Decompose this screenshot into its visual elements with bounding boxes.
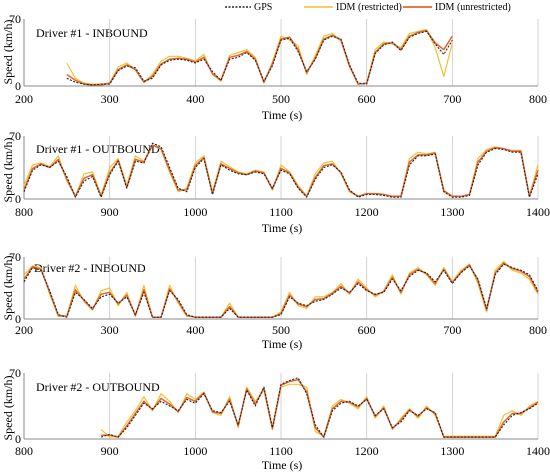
legend-label-idm-unrestricted: IDM (unrestricted) [435,2,511,13]
x-tick-label: 1400 [526,205,550,219]
x-tick-label: 800 [529,323,547,337]
panel-driver2-inbound: Driver #2 - INBOUND Time (s) Speed (km/h… [1,250,547,351]
x-tick-label: 1200 [355,444,379,458]
y-axis-label: Speed (km/h) [1,256,15,321]
x-tick-label: 500 [272,92,290,106]
y-tick-label: 0 [15,192,21,206]
y-tick-label: 0 [15,432,21,446]
y-axis-label: Speed (km/h) [1,138,15,203]
panel-title: Driver #2 - OUTBOUND [36,380,160,394]
y-axis-label: Speed (km/h) [1,20,15,85]
y-tick-label: 70 [9,366,21,380]
series-line-idm-unrestricted [23,144,539,198]
y-tick-label: 0 [15,312,21,326]
series-line-idm-unrestricted [101,378,539,438]
x-tick-label: 1100 [269,205,293,219]
x-tick-label: 800 [529,92,547,106]
panel-driver2-outbound: Driver #2 - OUTBOUND Time (s) Speed (km/… [1,366,550,472]
x-tick-label: 200 [15,92,33,106]
x-tick-label: 300 [101,92,119,106]
x-tick-label: 600 [358,323,376,337]
legend-label-gps: GPS [254,2,272,13]
x-tick-label: 900 [101,444,119,458]
y-tick-label: 70 [9,12,21,26]
panel-title: Driver #1 - OUTBOUND [36,142,160,156]
x-axis-label: Time (s) [262,108,303,122]
x-tick-label: 1300 [440,205,464,219]
x-axis-label: Time (s) [262,221,303,235]
x-tick-label: 300 [101,323,119,337]
x-tick-label: 600 [358,92,376,106]
series-line-gps [100,377,539,438]
x-tick-label: 800 [15,205,33,219]
panel-driver1-outbound: Driver #1 - OUTBOUND Time (s) Speed (km/… [1,129,550,235]
x-tick-label: 400 [186,92,204,106]
x-tick-label: 1000 [183,444,207,458]
panel-title: Driver #2 - INBOUND [34,261,146,275]
x-axis-label: Time (s) [262,458,303,472]
x-tick-label: 900 [101,205,119,219]
y-tick-label: 70 [9,129,21,143]
x-tick-label: 1000 [183,205,207,219]
x-tick-label: 700 [443,323,461,337]
x-axis-label: Time (s) [262,337,303,351]
x-tick-label: 800 [15,444,33,458]
x-tick-label: 200 [15,323,33,337]
series-line-gps [23,263,539,318]
panel-driver1-inbound: Driver #1 - INBOUND Time (s) Speed (km/h… [1,12,547,122]
series-line-idm-restricted [100,383,539,438]
x-tick-label: 1400 [526,444,550,458]
x-tick-label: 1300 [440,444,464,458]
x-tick-label: 1200 [355,205,379,219]
series-line-gps [66,30,453,86]
y-tick-label: 70 [9,250,21,264]
x-tick-label: 400 [186,323,204,337]
legend: GPS IDM (restricted) IDM (unrestricted) [225,2,511,13]
y-axis-label: Speed (km/h) [1,376,15,441]
y-tick-label: 0 [15,79,21,93]
x-tick-label: 500 [272,323,290,337]
legend-label-idm-restricted: IDM (restricted) [336,2,402,13]
x-tick-label: 1100 [269,444,293,458]
panel-title: Driver #1 - INBOUND [36,26,148,40]
x-tick-label: 700 [443,92,461,106]
series-line-gps [23,142,539,198]
